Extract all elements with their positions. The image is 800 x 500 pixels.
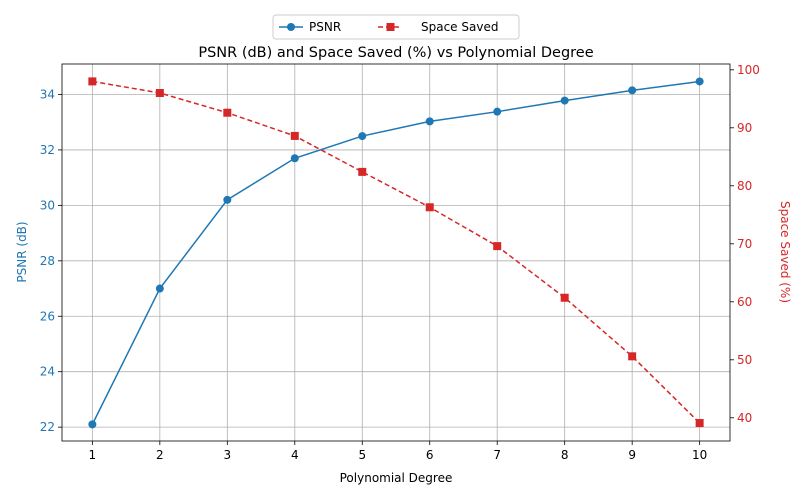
x-tick-label: 4 [291,448,299,462]
right-y-tick-label: 80 [737,179,752,193]
space-saved-point [223,108,232,117]
psnr-point [493,107,502,116]
psnr-point [560,96,569,105]
space-saved-point [358,167,367,176]
x-tick-label: 10 [692,448,707,462]
psnr-point [425,117,434,126]
left-y-tick-label: 32 [40,143,55,157]
right-y-tick-label: 70 [737,237,752,251]
space-saved-point [695,419,704,428]
space-saved-point [290,131,299,140]
right-y-tick-label: 100 [737,63,760,77]
psnr-point [88,420,97,429]
x-tick-label: 2 [156,448,164,462]
left-y-tick-label: 24 [40,365,55,379]
right-y-tick-label: 40 [737,411,752,425]
space-saved-point [155,89,164,97]
x-axis-title: Polynomial Degree [340,471,453,485]
legend-psnr-label: PSNR [309,20,341,34]
right-y-tick-label: 60 [737,295,752,309]
space-saved-point [493,242,502,251]
x-tick-label: 8 [561,448,569,462]
space-saved-point [425,203,434,212]
left-y-tick-label: 30 [40,198,55,212]
x-axis: 1 2 3 4 5 6 7 8 9 10 [89,441,707,462]
left-y-tick-label: 34 [40,87,55,101]
left-y-tick-label: 22 [40,420,55,434]
x-tick-label: 7 [493,448,501,462]
legend-space-label: Space Saved [421,20,498,34]
left-y-axis: 22 24 26 28 30 32 34 [40,87,62,434]
space-saved-point [560,293,569,302]
psnr-point [628,86,637,95]
psnr-point [695,77,704,86]
x-tick-label: 1 [89,448,97,462]
left-y-tick-label: 28 [40,254,55,268]
grid-lines [62,64,730,441]
plot-frame [61,63,731,442]
left-axis-title: PSNR (dB) [15,221,29,282]
right-y-tick-label: 90 [737,121,752,135]
legend-space-marker [386,23,395,31]
space-saved-point [88,77,97,86]
psnr-point [358,132,367,141]
psnr-point [223,195,232,204]
x-tick-label: 5 [358,448,366,462]
legend: PSNR Space Saved [272,14,520,40]
right-y-axis: 40 50 60 70 80 90 100 [730,63,760,425]
series-layer [88,77,704,429]
x-tick-label: 3 [223,448,231,462]
space-saved-line [92,80,701,424]
psnr-point [155,284,164,293]
legend-psnr-marker [287,23,295,31]
right-y-tick-label: 50 [737,353,752,367]
right-axis-title: Space Saved (%) [778,201,792,303]
space-saved-point [628,352,637,361]
x-tick-label: 6 [426,448,434,462]
x-tick-label: 9 [628,448,636,462]
left-y-tick-label: 26 [40,309,55,323]
psnr-point [290,154,299,163]
chart-title: PSNR (dB) and Space Saved (%) vs Polynom… [198,45,593,61]
psnr-line [91,80,700,425]
